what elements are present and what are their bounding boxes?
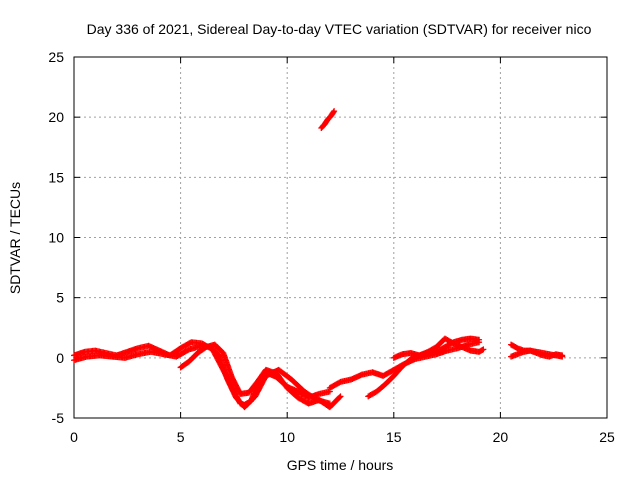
y-tick-label: -5 bbox=[52, 410, 65, 426]
x-tick-label: 20 bbox=[493, 429, 509, 445]
grid bbox=[74, 57, 607, 418]
data-point bbox=[476, 336, 483, 343]
y-tick-label: 15 bbox=[48, 169, 64, 185]
series-track-f bbox=[390, 335, 487, 361]
tick-labels: 0 5 10 15 20 25 -5 0 5 10 15 20 25 bbox=[48, 49, 615, 445]
data-point bbox=[337, 393, 344, 400]
series-track-i bbox=[318, 108, 338, 131]
y-tick-label: 20 bbox=[48, 109, 64, 125]
data-point bbox=[336, 394, 343, 401]
x-tick-label: 15 bbox=[386, 429, 402, 445]
y-tick-label: 0 bbox=[56, 350, 64, 366]
y-tick-label: 5 bbox=[56, 290, 64, 306]
x-axis-label: GPS time / hours bbox=[287, 457, 394, 473]
axis-ticks bbox=[73, 56, 608, 419]
x-tick-label: 0 bbox=[70, 429, 78, 445]
series-track-b bbox=[71, 342, 333, 411]
series-track-c bbox=[177, 341, 344, 411]
data-point bbox=[480, 346, 487, 353]
series-track-h bbox=[508, 347, 566, 360]
x-tick-label: 10 bbox=[279, 429, 295, 445]
data-point bbox=[559, 352, 566, 359]
data-point bbox=[331, 108, 338, 115]
y-tick-label: 10 bbox=[48, 230, 64, 246]
x-tick-label: 25 bbox=[599, 429, 615, 445]
y-axis-label: SDTVAR / TECUs bbox=[7, 182, 23, 294]
chart-title: Day 336 of 2021, Sidereal Day-to-day VTE… bbox=[87, 21, 592, 37]
x-tick-label: 5 bbox=[177, 429, 185, 445]
y-tick-label: 25 bbox=[48, 49, 64, 65]
data-points bbox=[71, 108, 566, 411]
